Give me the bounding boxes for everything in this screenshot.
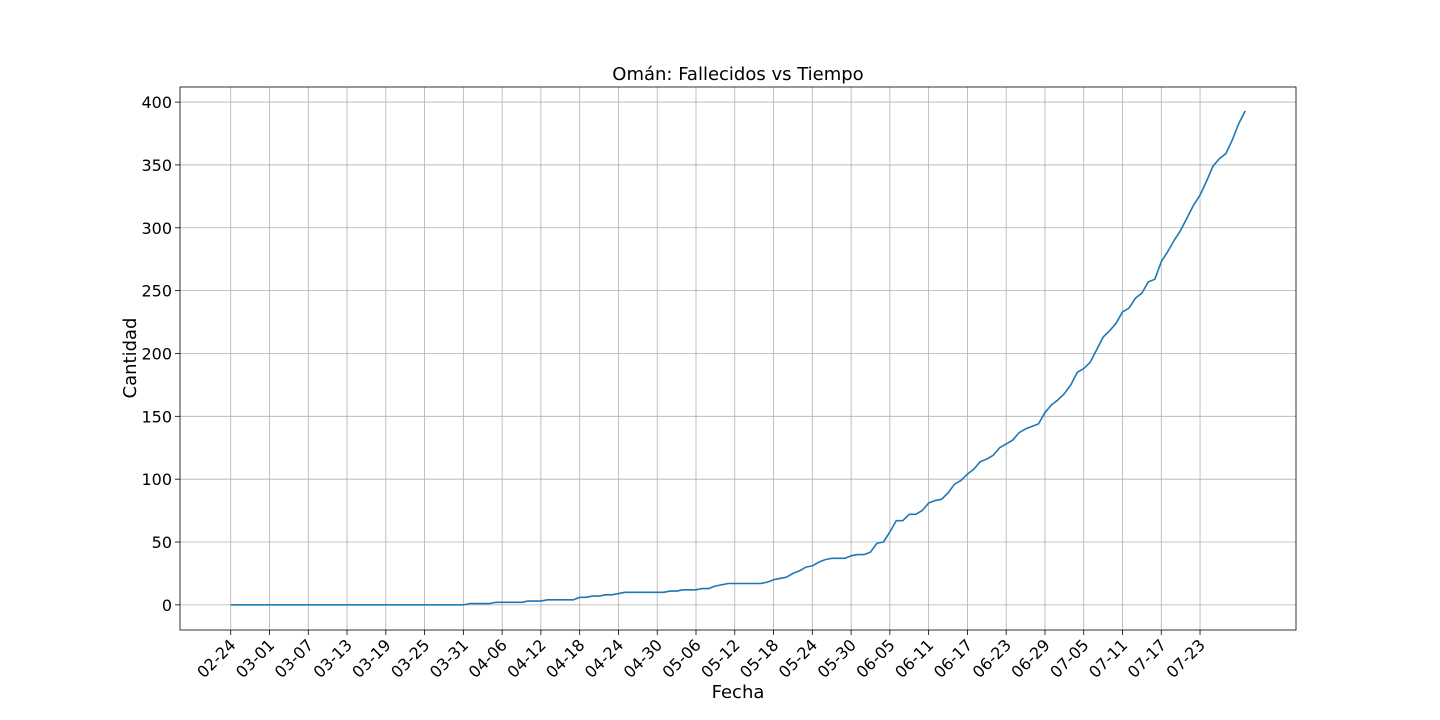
- y-axis-title: Cantidad: [120, 318, 141, 399]
- series-group: [230, 110, 1246, 606]
- y-tick-label: 300: [141, 219, 172, 238]
- chart-title: Omán: Fallecidos vs Tiempo: [612, 64, 863, 85]
- y-tick-label: 200: [141, 344, 172, 363]
- series-line: [230, 110, 1246, 606]
- x-axis-title: Fecha: [712, 682, 765, 703]
- y-tick-label: 150: [141, 407, 172, 426]
- y-tick-label: 350: [141, 156, 172, 175]
- y-tick-label: 100: [141, 470, 172, 489]
- grid: [180, 87, 1296, 630]
- y-tick-label: 0: [162, 596, 172, 615]
- plot-frame: [179, 86, 1297, 631]
- y-tick-label: 400: [141, 93, 172, 112]
- y-tick-label: 50: [152, 533, 172, 552]
- y-axis: 0 50 100 150 200 250 300 350 400: [141, 93, 180, 615]
- y-tick-label: 250: [141, 282, 172, 301]
